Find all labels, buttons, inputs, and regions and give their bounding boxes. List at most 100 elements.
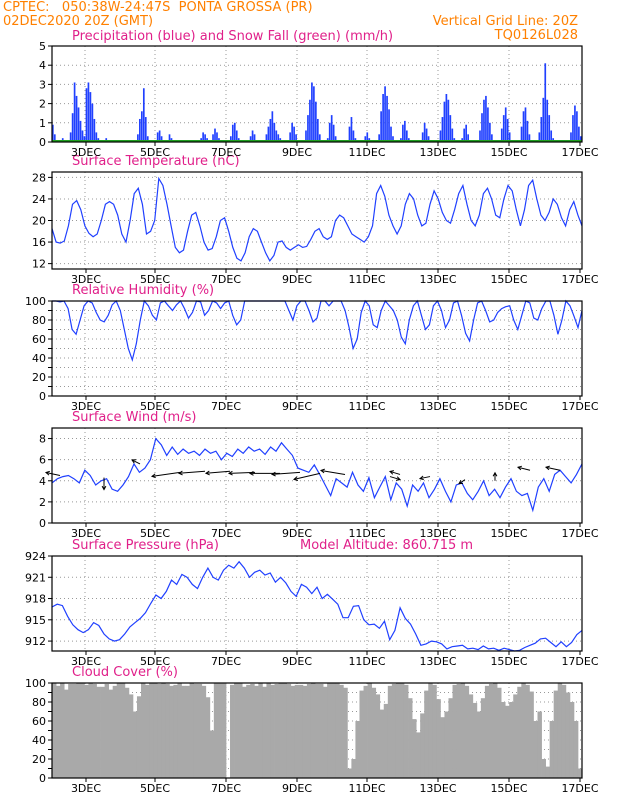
cloud-bar bbox=[367, 683, 373, 778]
precip-bar bbox=[52, 124, 54, 142]
x-tick-label: 5DEC bbox=[140, 273, 170, 286]
precip-bar bbox=[421, 132, 424, 142]
y-tick-label: 4 bbox=[39, 59, 46, 72]
y-tick-label: 16 bbox=[32, 236, 46, 249]
y-tick-label: 40 bbox=[32, 352, 46, 365]
cloud-bar bbox=[80, 683, 85, 778]
precip-bar bbox=[291, 122, 293, 142]
precip-bar bbox=[81, 130, 84, 142]
precip-bar bbox=[506, 118, 509, 142]
precip-bar bbox=[273, 122, 276, 142]
precip-bar bbox=[307, 115, 309, 142]
cloud-bar bbox=[92, 683, 97, 778]
cloud-bar bbox=[440, 717, 445, 778]
precip-bar bbox=[540, 117, 543, 142]
cloud-bar bbox=[383, 703, 389, 778]
cloud-bar bbox=[68, 683, 73, 778]
precip-bar bbox=[526, 120, 529, 142]
precip-bar bbox=[463, 128, 466, 142]
precip-bar bbox=[235, 130, 238, 142]
precip-bar bbox=[451, 128, 454, 142]
x-tick-label: 15DEC bbox=[490, 146, 527, 159]
x-tick-label: 13DEC bbox=[419, 146, 456, 159]
wind-arrow bbox=[205, 470, 231, 474]
cloud-bar bbox=[521, 683, 526, 778]
precip-bar bbox=[253, 134, 256, 142]
precip-bar bbox=[146, 136, 149, 142]
x-tick-label: 9DEC bbox=[282, 400, 312, 413]
x-tick-label: 3DEC bbox=[71, 782, 101, 795]
x-tick-label: 13DEC bbox=[419, 655, 456, 668]
header-grid-line: Vertical Grid Line: 20Z bbox=[432, 14, 578, 29]
precip-bar bbox=[229, 136, 232, 142]
precip-bar bbox=[524, 107, 527, 142]
cloud-bar bbox=[201, 685, 207, 778]
precip-bar bbox=[212, 134, 214, 142]
wind-title: Surface Wind (m/s) bbox=[72, 410, 197, 425]
precip-bar bbox=[439, 130, 442, 142]
cloud-bar bbox=[492, 683, 498, 778]
precip-bar bbox=[483, 99, 485, 142]
y-tick-label: 24 bbox=[32, 193, 46, 206]
precip-bar bbox=[249, 136, 252, 142]
cloud-bar bbox=[577, 768, 583, 778]
cloud-bar bbox=[416, 732, 421, 778]
cloud-bar bbox=[375, 694, 381, 778]
precip-bar bbox=[313, 86, 315, 142]
precip-bar bbox=[204, 134, 206, 142]
precip-bar bbox=[580, 136, 582, 142]
cloud-bar bbox=[403, 684, 409, 778]
cloud-bar bbox=[424, 690, 429, 778]
cloud-bar bbox=[282, 683, 288, 778]
cloud-bar bbox=[88, 683, 93, 778]
precip-bar bbox=[271, 111, 274, 142]
cloud-bar bbox=[217, 683, 223, 778]
x-tick-label: 15DEC bbox=[490, 655, 527, 668]
precip-bar bbox=[87, 82, 90, 142]
y-tick-label: 100 bbox=[25, 295, 46, 308]
cloud-bar bbox=[541, 759, 546, 778]
cloud-bar bbox=[549, 721, 555, 778]
precip-bar bbox=[425, 128, 428, 142]
cloud-bar bbox=[197, 683, 203, 778]
x-tick-label: 3DEC bbox=[71, 527, 101, 540]
cloud-bar bbox=[436, 699, 441, 778]
cloud-bar bbox=[258, 683, 263, 778]
panel-frame bbox=[51, 427, 583, 524]
wind-arrow-head bbox=[131, 459, 137, 464]
precip-bar bbox=[576, 111, 578, 142]
precip-bar bbox=[378, 134, 380, 142]
precip-bar bbox=[384, 86, 386, 142]
precip-bar bbox=[481, 113, 483, 142]
y-tick-label: 8 bbox=[39, 433, 46, 446]
precip-bar bbox=[69, 132, 72, 142]
y-tick-label: 918 bbox=[25, 593, 46, 606]
precip-bar bbox=[538, 132, 541, 142]
precip-bar bbox=[275, 130, 278, 142]
precip-bar bbox=[269, 118, 272, 142]
x-tick-label: 13DEC bbox=[419, 400, 456, 413]
wind-arrow-head bbox=[150, 473, 156, 479]
x-tick-label: 9DEC bbox=[282, 527, 312, 540]
y-tick-label: 80 bbox=[32, 696, 46, 709]
temperature-title: Surface Temperature (nC) bbox=[72, 154, 240, 169]
x-tick-label: 9DEC bbox=[282, 782, 312, 795]
cloud-bar bbox=[371, 687, 377, 778]
precip-bar bbox=[467, 134, 469, 142]
precip-bar bbox=[93, 118, 96, 142]
cloud-bar bbox=[221, 683, 227, 778]
x-tick-label: 15DEC bbox=[490, 782, 527, 795]
y-tick-label: 2 bbox=[39, 496, 46, 509]
wind-arrow bbox=[151, 471, 181, 477]
precip-bar bbox=[445, 94, 448, 142]
cloud-bar bbox=[557, 683, 563, 778]
cloud-bar bbox=[238, 683, 243, 778]
precip-bar bbox=[491, 134, 493, 142]
cloud-bar bbox=[505, 705, 510, 778]
precip-bar bbox=[53, 134, 56, 142]
x-tick-label: 3DEC bbox=[71, 400, 101, 413]
cloud-bar bbox=[501, 702, 506, 778]
wind-arrow-head bbox=[270, 471, 276, 477]
precip-bar bbox=[520, 126, 523, 142]
cloud-bar bbox=[509, 702, 514, 778]
